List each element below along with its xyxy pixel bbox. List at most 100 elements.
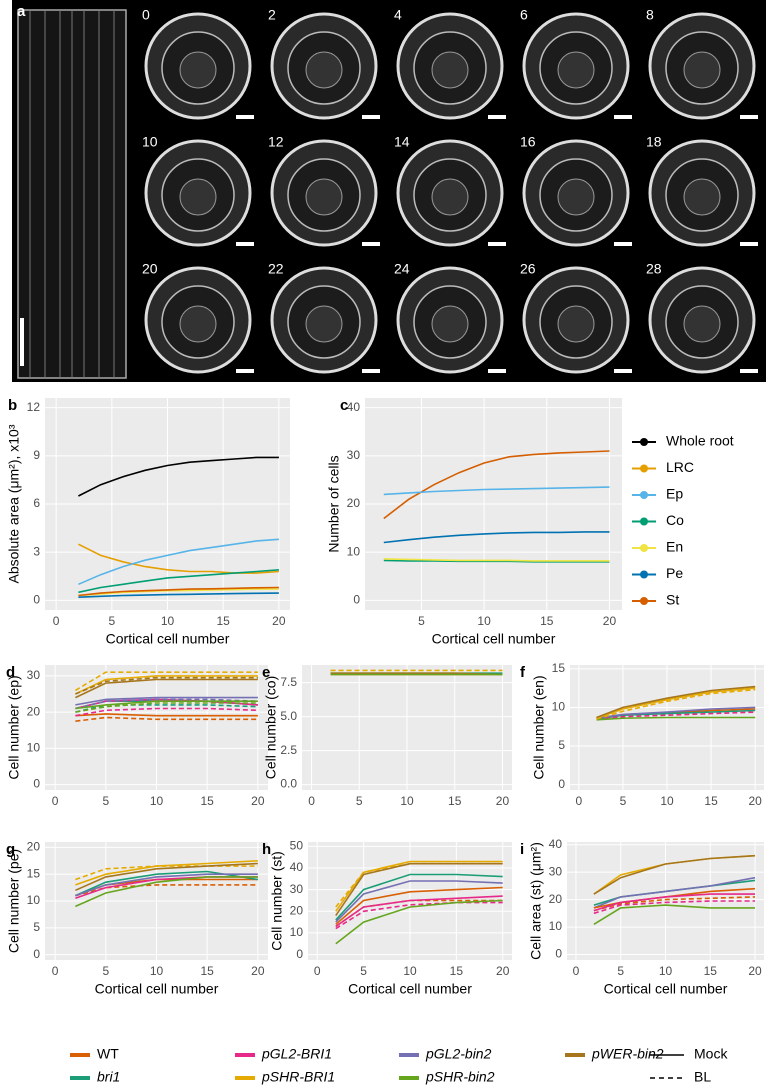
scale-bar — [614, 242, 632, 246]
scale-bar — [488, 242, 506, 246]
timepoint-label: 8 — [646, 7, 654, 23]
y-tick-label: 7.5 — [280, 675, 297, 689]
legend-label: pGL2-bin2 — [425, 1046, 492, 1062]
series-line — [330, 672, 503, 676]
y-axis-label: Cell number (pe) — [6, 849, 22, 953]
x-tick-label: 0 — [314, 964, 321, 978]
scale-bar — [236, 242, 254, 246]
y-tick-label: 30 — [27, 668, 41, 682]
y-tick-label: 5 — [33, 920, 40, 934]
timepoint-label: 10 — [142, 134, 158, 150]
panel-letter: f — [520, 664, 526, 681]
scale-bar — [488, 369, 506, 373]
legend-label: pSHR-bin2 — [425, 1069, 495, 1085]
scale-bar — [236, 115, 254, 119]
legend-label: Whole root — [666, 433, 734, 449]
series-line — [335, 895, 503, 928]
y-tick-label: 20 — [27, 840, 41, 854]
root-section-stele — [179, 178, 217, 216]
series-line — [593, 876, 756, 909]
x-tick-label: 20 — [251, 964, 265, 978]
x-tick-label: 5 — [102, 794, 109, 808]
root-section-stele — [557, 51, 595, 89]
scale-bar — [362, 115, 380, 119]
y-axis-label: Absolute area (μm²), x10³ — [6, 424, 22, 583]
series-line — [593, 893, 755, 912]
series-line — [383, 531, 610, 544]
scale-bar — [362, 369, 380, 373]
y-tick-label: 10 — [290, 925, 304, 939]
series-line — [383, 559, 610, 563]
x-tick-label: 10 — [400, 794, 414, 808]
scale-bar — [488, 115, 506, 119]
x-tick-label: 10 — [150, 794, 164, 808]
y-tick-label: 50 — [290, 839, 304, 853]
x-tick-label: 5 — [418, 614, 425, 628]
y-tick-label: 20 — [347, 496, 361, 510]
y-tick-label: 0 — [353, 593, 360, 607]
root-cell-files — [29, 10, 115, 378]
series-line — [335, 862, 503, 917]
root-section-stele — [179, 305, 217, 343]
root-section-stele — [305, 305, 343, 343]
series-line — [596, 688, 756, 720]
legend-label: St — [666, 592, 679, 608]
root-section-stele — [683, 178, 721, 216]
scale-bar — [20, 318, 24, 366]
legend-dot — [640, 517, 648, 526]
y-tick-label: 15 — [552, 661, 566, 675]
root-section-stele — [683, 51, 721, 89]
scale-bar — [614, 115, 632, 119]
legend-swatch — [399, 1053, 419, 1057]
series-line — [75, 862, 258, 892]
x-tick-label: 5 — [108, 614, 115, 628]
series-line — [596, 716, 756, 721]
y-tick-label: 5.0 — [280, 709, 297, 723]
legend-dot — [640, 597, 648, 605]
y-tick-label: 10 — [27, 741, 41, 755]
legend-swatch — [235, 1053, 255, 1057]
panel-letter: c — [340, 397, 348, 414]
y-tick-label: 5 — [558, 738, 565, 752]
root-section-stele — [683, 305, 721, 343]
panel-letter: g — [6, 841, 15, 858]
series-line — [75, 865, 258, 881]
root-section-stele — [431, 51, 469, 89]
series-line — [78, 569, 279, 594]
x-tick-label: 5 — [617, 964, 624, 978]
x-tick-label: 15 — [201, 794, 215, 808]
y-tick-label: 0.0 — [280, 777, 297, 791]
y-tick-label: 10 — [552, 700, 566, 714]
series-line — [596, 687, 756, 719]
y-tick-label: 9 — [33, 448, 40, 462]
x-tick-label: 15 — [704, 794, 718, 808]
series-line — [335, 860, 503, 912]
y-tick-label: 30 — [290, 882, 304, 896]
legend-dot — [640, 491, 648, 499]
legend-label: pWER-bin2 — [591, 1046, 664, 1062]
timepoint-label: 20 — [142, 261, 158, 277]
legend-label: pSHR-BRI1 — [261, 1069, 335, 1085]
legend-swatch — [70, 1053, 90, 1057]
x-tick-label: 15 — [448, 794, 462, 808]
x-tick-label: 20 — [496, 794, 510, 808]
legend-label: Mock — [694, 1046, 728, 1062]
series-line — [75, 876, 258, 908]
x-tick-label: 0 — [52, 794, 59, 808]
scale-bar — [236, 369, 254, 373]
x-tick-label: 0 — [575, 794, 582, 808]
y-tick-label: 0 — [558, 777, 565, 791]
y-axis-label: Cell number (co) — [263, 676, 279, 779]
y-tick-label: 0 — [555, 947, 562, 961]
root-section-stele — [305, 51, 343, 89]
x-tick-label: 15 — [201, 964, 215, 978]
y-axis-label: Cell number (st) — [269, 851, 285, 951]
y-tick-label: 20 — [290, 903, 304, 917]
x-tick-label: 10 — [150, 964, 164, 978]
series-line — [75, 716, 258, 722]
series-line — [75, 696, 258, 706]
legend-label: WT — [97, 1046, 119, 1062]
timepoint-label: 4 — [394, 7, 402, 23]
x-tick-label: 15 — [450, 964, 464, 978]
